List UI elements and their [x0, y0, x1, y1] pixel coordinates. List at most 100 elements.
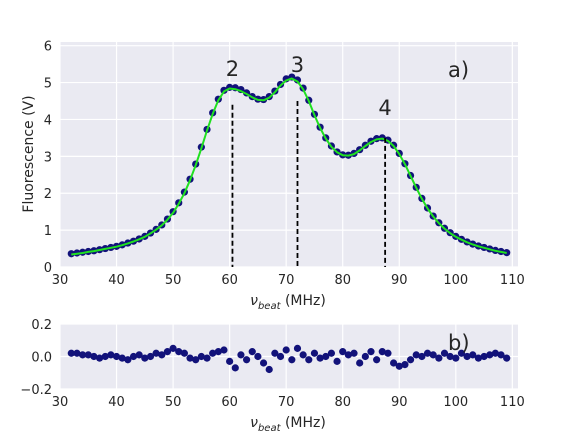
a-peak-label: 3: [291, 53, 304, 77]
b-x-tick-label: 110: [500, 395, 525, 410]
b-data-point: [203, 354, 211, 362]
b-data-point: [361, 352, 369, 361]
b-data-point: [152, 349, 160, 357]
x-axis-subscript-a: beat: [258, 301, 282, 312]
b-x-tick-label: 100: [443, 395, 468, 410]
a-data-point: [293, 76, 302, 84]
b-data-point: [231, 364, 239, 372]
a-y-tick-label: 4: [44, 113, 52, 128]
b-data-point: [310, 349, 319, 357]
b-data-point: [248, 348, 256, 356]
b-data-point: [101, 352, 109, 361]
b-data-point: [112, 352, 121, 361]
b-data-point: [305, 356, 313, 364]
a-x-tick-label: 40: [108, 273, 125, 288]
a-y-tick-label: 1: [44, 224, 52, 239]
b-x-tick-label: 50: [165, 395, 182, 410]
b-data-point: [118, 354, 126, 362]
x-axis-label-b: νbeat (MHz): [250, 415, 326, 432]
b-data-point: [220, 346, 228, 354]
a-x-tick-label: 110: [500, 273, 525, 288]
b-data-point: [175, 348, 183, 356]
b-data-point: [158, 351, 166, 359]
b-data-point: [457, 349, 466, 357]
b-data-point: [141, 354, 149, 362]
x-axis-symbol-b: ν: [250, 415, 258, 431]
b-data-point: [446, 352, 454, 361]
a-x-tick-label: 60: [221, 273, 238, 288]
b-data-point: [401, 361, 409, 369]
b-data-point: [242, 356, 251, 364]
a-peak-label: 2: [226, 57, 239, 81]
b-data-point: [503, 354, 511, 362]
a-x-tick-label: 30: [52, 273, 69, 288]
b-data-point: [373, 356, 381, 364]
a-y-tick-label: 5: [44, 77, 52, 92]
x-axis-unit-a: (MHz): [281, 293, 326, 309]
b-data-point: [214, 348, 222, 356]
b-data-point: [79, 351, 87, 359]
b-data-point: [435, 354, 443, 362]
b-data-point: [135, 351, 143, 359]
b-x-tick-label: 80: [334, 395, 351, 410]
b-y-tick-label: 0.2: [31, 318, 52, 333]
b-data-point: [84, 351, 92, 359]
b-x-tick-label: 40: [108, 395, 125, 410]
y-axis-label-a: Fluorescence (V): [21, 95, 37, 212]
b-data-point: [322, 352, 330, 361]
b-data-point: [480, 352, 488, 361]
b-data-point: [469, 351, 477, 359]
b-data-point: [344, 351, 352, 359]
b-data-point: [146, 352, 155, 361]
b-data-point: [429, 351, 437, 359]
b-data-point: [169, 344, 177, 352]
b-x-tick-label: 70: [278, 395, 295, 410]
b-x-tick-label: 90: [391, 395, 408, 410]
b-data-point: [299, 351, 307, 359]
b-data-point: [497, 351, 505, 359]
x-axis-unit-b: (MHz): [281, 415, 326, 431]
b-data-point: [180, 349, 188, 357]
b-data-point: [282, 346, 290, 354]
a-fit-line: [71, 77, 507, 256]
b-data-point: [412, 351, 420, 359]
x-axis-symbol-a: ν: [250, 293, 258, 309]
b-data-point: [333, 357, 341, 365]
b-data-point: [276, 352, 285, 361]
a-x-tick-label: 80: [334, 273, 351, 288]
b-data-point: [440, 349, 449, 357]
b-data-point: [367, 348, 375, 356]
b-data-point: [124, 356, 132, 364]
a-x-tick-label: 50: [165, 273, 182, 288]
b-data-point: [226, 357, 234, 365]
b-data-point: [209, 349, 217, 357]
b-data-point: [452, 354, 460, 362]
b-data-point: [259, 359, 268, 367]
b-data-point: [254, 352, 262, 361]
b-data-point: [327, 349, 336, 357]
a-y-tick-label: 6: [44, 40, 52, 55]
panel-label-b: b): [448, 331, 470, 355]
b-data-point: [288, 356, 296, 364]
b-data-point: [107, 351, 115, 359]
b-data-point: [406, 356, 415, 364]
b-data-point: [395, 362, 403, 370]
b-y-tick-label: −0.2: [20, 383, 52, 398]
b-data-point: [486, 351, 494, 359]
b-x-tick-label: 30: [52, 395, 69, 410]
b-data-point: [186, 354, 194, 362]
x-axis-label-a: νbeat (MHz): [250, 293, 326, 312]
a-y-tick-label: 0: [44, 261, 52, 276]
a-y-tick-label: 2: [44, 187, 52, 202]
b-data-point: [129, 352, 138, 361]
x-axis-subscript-b: beat: [258, 423, 282, 432]
b-data-point: [463, 352, 471, 361]
panel-label-a: a): [448, 58, 469, 82]
b-data-point: [423, 349, 432, 357]
b-data-point: [350, 349, 358, 357]
a-peak-label: 4: [378, 96, 391, 120]
a-x-tick-label: 100: [443, 273, 468, 288]
a-x-tick-label: 90: [391, 273, 408, 288]
b-data-point: [271, 349, 279, 357]
a-y-tick-label: 3: [44, 150, 52, 165]
